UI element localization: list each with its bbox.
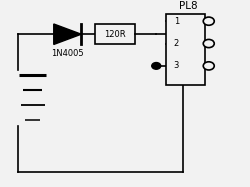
Text: 120R: 120R (104, 30, 126, 39)
Bar (95, 24, 135, 45)
Text: 3: 3 (174, 61, 179, 70)
Polygon shape (54, 24, 81, 45)
Text: 1N4005: 1N4005 (51, 49, 84, 58)
Text: 1: 1 (174, 17, 179, 26)
Circle shape (203, 62, 214, 70)
Circle shape (203, 17, 214, 25)
Text: 2: 2 (174, 39, 179, 48)
Bar (166, 14, 205, 85)
Circle shape (152, 62, 161, 69)
Circle shape (203, 39, 214, 48)
Text: PL8: PL8 (180, 1, 198, 11)
